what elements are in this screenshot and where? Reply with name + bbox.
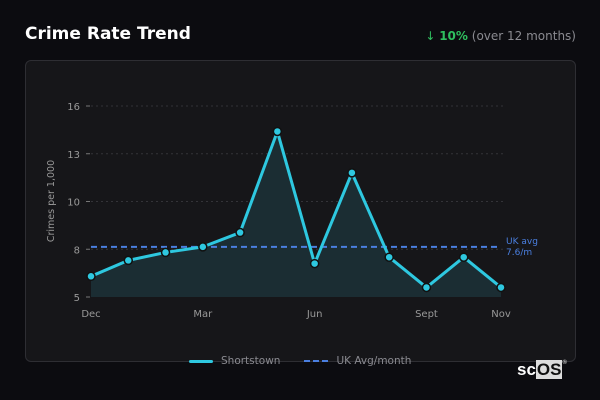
x-tick-label: Mar: [193, 309, 213, 320]
legend: Shortstown UK Avg/month: [189, 355, 435, 367]
down-arrow-icon: ↓: [425, 29, 436, 43]
data-point: [86, 271, 96, 282]
data-point: [123, 255, 134, 266]
data-point: [384, 252, 394, 262]
x-tick-label: Sept: [415, 309, 438, 320]
data-point: [421, 282, 432, 293]
change-percent: 10%: [439, 29, 468, 43]
legend-swatch: [189, 359, 213, 363]
data-point: [347, 168, 357, 178]
data-point: [458, 252, 469, 262]
y-axis-label: Crimes per 1,000: [46, 160, 57, 242]
legend-item-uk-avg[interactable]: UK Avg/month: [304, 355, 411, 367]
x-tick-label: Jun: [306, 309, 323, 320]
data-point: [272, 126, 283, 137]
data-point: [160, 247, 171, 258]
change-period: (over 12 months): [471, 29, 576, 43]
y-tick-label: 10: [67, 198, 80, 209]
scos-logo: scOS®: [517, 360, 567, 379]
series-line-shortstown: [90, 129, 502, 289]
y-tick-label: 5: [74, 293, 80, 304]
uk-avg-value: 7.6/m: [506, 248, 532, 258]
legend-item-shortstown[interactable]: Shortstown: [189, 355, 280, 367]
y-tick-label: 16: [67, 102, 80, 113]
x-tick-label: Dec: [81, 309, 100, 320]
y-tick-label: 13: [67, 150, 80, 161]
area-fill: [91, 131, 501, 297]
data-point: [309, 258, 320, 269]
legend-label: UK Avg/month: [336, 355, 412, 367]
legend-swatch: [304, 360, 329, 362]
uk-avg-label: UK avg: [506, 237, 538, 247]
x-tick-label: Nov: [491, 309, 511, 320]
legend-label: Shortstown: [221, 355, 281, 367]
chart-title: Crime Rate Trend: [25, 24, 191, 44]
data-point: [198, 242, 208, 252]
y-tick-label: 8: [74, 245, 80, 256]
trend-change: ↓ 10% (over 12 months): [425, 29, 576, 43]
data-point: [235, 227, 245, 238]
data-point: [496, 282, 506, 293]
